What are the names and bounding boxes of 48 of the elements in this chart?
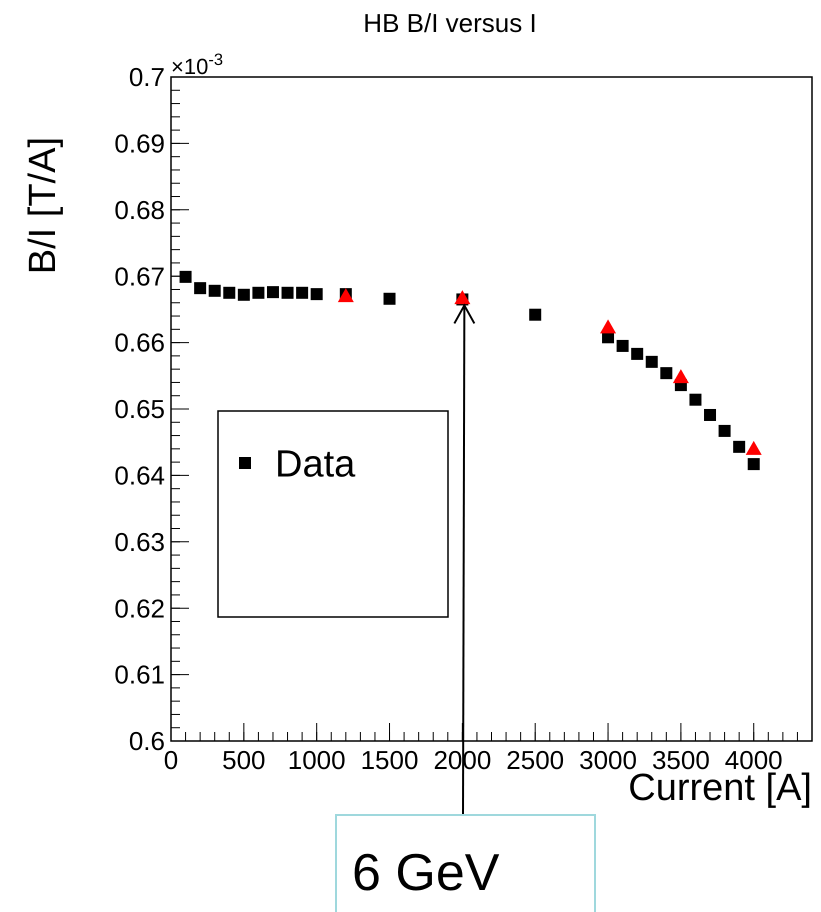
y-tick-label: 0.66: [114, 328, 165, 358]
y-tick-label: 0.6: [128, 726, 165, 756]
x-tick-label: 3500: [652, 745, 710, 775]
point: [746, 440, 762, 455]
point: [646, 356, 658, 368]
y-axis-title: B/I [T/A]: [22, 137, 64, 274]
point: [208, 284, 221, 297]
chart-title: HB B/I versus I: [363, 8, 537, 38]
point: [454, 290, 470, 304]
y-tick-label: 0.62: [114, 593, 165, 624]
x-tick-label: 3000: [579, 745, 637, 775]
point: [223, 286, 236, 299]
point: [252, 286, 264, 299]
point: [616, 340, 629, 352]
point: [600, 319, 616, 334]
annotation: ×10$^{-3}$: [171, 51, 223, 79]
point: [296, 286, 308, 299]
x-tick-label: 500: [222, 745, 266, 775]
point: [238, 288, 250, 301]
point: [748, 458, 760, 470]
y-tick-label: 0.69: [114, 128, 165, 158]
y-tick-label: 0.61: [114, 660, 165, 690]
x-tick-label: 1500: [360, 745, 418, 775]
legend-label: Data: [275, 443, 356, 486]
y-tick-label: 0.68: [114, 194, 165, 225]
y-tick-label: 0.7: [128, 62, 165, 92]
x-tick-label: 1000: [288, 745, 346, 775]
y-tick-label: 0.64: [114, 460, 165, 490]
y-tick-label: 0.63: [114, 526, 165, 557]
point: [180, 270, 192, 283]
point: [718, 424, 731, 437]
point: [282, 286, 294, 299]
point: [310, 288, 323, 300]
y-tick-label: 0.67: [114, 261, 165, 292]
x-tick-label: 0: [164, 745, 178, 775]
point: [266, 286, 279, 298]
point: [384, 292, 396, 305]
point: [660, 367, 672, 380]
point: [733, 440, 746, 453]
x-tick-label: 2500: [506, 745, 564, 775]
point: [704, 408, 716, 421]
point: [631, 348, 644, 360]
point: [194, 282, 206, 294]
annotation: 6 GeV: [352, 844, 500, 902]
point: [529, 308, 542, 321]
point: [672, 369, 689, 384]
point: [689, 394, 702, 406]
y-tick-label: 0.65: [114, 394, 165, 424]
